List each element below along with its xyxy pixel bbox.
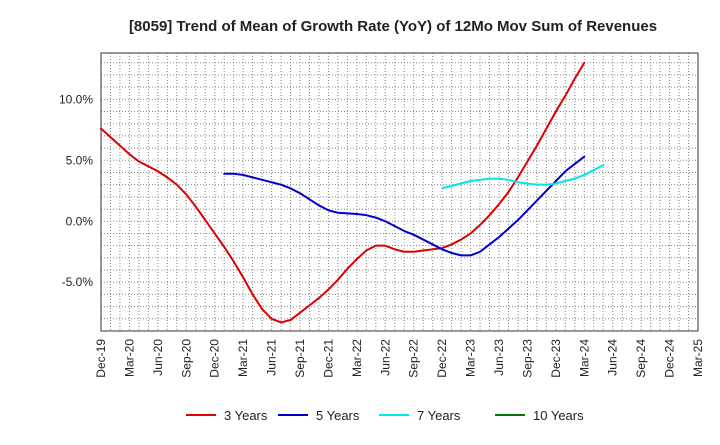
x-tick-label: Mar-21 (236, 339, 250, 377)
series-line-0 (100, 61, 586, 324)
plot-area (101, 53, 698, 331)
y-tick-label: -5.0% (62, 275, 94, 289)
series-lines (100, 61, 605, 324)
x-tick-label: Dec-22 (435, 339, 449, 378)
chart-title: [8059] Trend of Mean of Growth Rate (YoY… (129, 18, 657, 35)
x-tick-label: Sep-22 (407, 339, 421, 378)
x-tick-label: Sep-23 (520, 339, 534, 378)
x-tick-label: Dec-20 (208, 339, 222, 378)
x-tick-label: Mar-25 (691, 339, 705, 377)
x-tick-label: Mar-22 (350, 339, 364, 377)
x-tick-label: Sep-21 (293, 339, 307, 378)
x-tick-label: Jun-24 (606, 339, 620, 376)
y-tick-label: 0.0% (66, 214, 94, 228)
axes: 10.0% 5.0% 0.0% -5.0% Dec-19 Mar-20 Jun-20 Sep-… (59, 52, 705, 378)
y-tick-label: 5.0% (66, 153, 94, 167)
series-line-2 (441, 164, 605, 190)
legend: 3 Years 5 Years 7 Years 10 Years (186, 408, 584, 423)
plot-frame (100, 52, 699, 332)
grid (100, 53, 699, 332)
x-tick-label: Mar-23 (464, 339, 478, 377)
legend-label: 3 Years (224, 408, 268, 423)
x-tick-label: Dec-24 (663, 339, 677, 378)
legend-label: 10 Years (533, 408, 584, 423)
x-tick-label: Dec-19 (94, 339, 108, 378)
x-tick-label: Mar-20 (122, 339, 136, 377)
legend-label: 7 Years (417, 408, 461, 423)
x-tick-label: Sep-20 (179, 339, 193, 378)
x-tick-label: Sep-24 (634, 339, 648, 378)
x-tick-label: Jun-21 (265, 339, 279, 376)
x-tick-label: Mar-24 (577, 339, 591, 377)
y-tick-label: 10.0% (59, 92, 93, 106)
x-tick-label: Dec-21 (321, 339, 335, 378)
x-tick-label: Dec-23 (549, 339, 563, 378)
series-line-1 (223, 155, 586, 257)
legend-label: 5 Years (316, 408, 360, 423)
x-tick-label: Jun-20 (151, 339, 165, 376)
x-tick-label: Jun-22 (378, 339, 392, 376)
x-tick-label: Jun-23 (492, 339, 506, 376)
